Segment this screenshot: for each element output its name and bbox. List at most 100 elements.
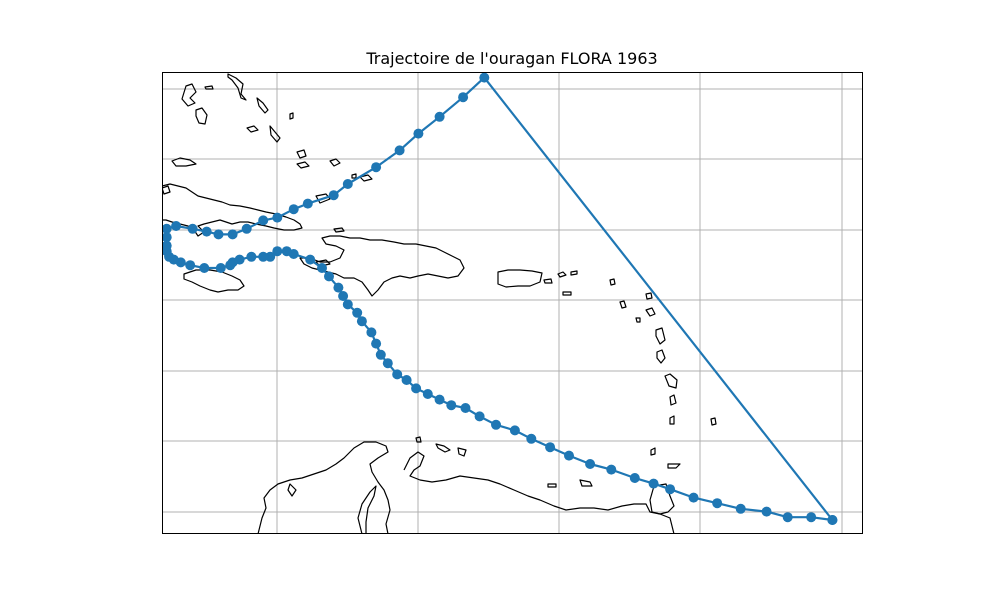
track-point — [712, 498, 723, 509]
track-point — [371, 338, 382, 349]
coastline-bahamas-north — [204, 85, 214, 90]
track-point — [446, 400, 457, 411]
graticule — [162, 72, 863, 534]
coastline-turks — [359, 174, 373, 182]
track-point — [366, 327, 377, 338]
track-point — [526, 433, 537, 444]
track-point — [162, 240, 172, 251]
coastline-acklins — [296, 149, 307, 159]
coastline-grenadines — [669, 415, 675, 425]
track-point — [352, 307, 363, 318]
coastline-small-cay — [289, 112, 294, 120]
track-point — [761, 506, 772, 517]
track-point — [225, 260, 236, 271]
track-point — [411, 383, 422, 394]
coastline-cuba-north — [171, 157, 197, 167]
track-point — [265, 251, 276, 262]
coastline-puerto-rico — [497, 269, 543, 288]
map-frame — [162, 72, 863, 534]
track-point — [665, 484, 676, 495]
track-point — [185, 260, 196, 271]
track-point — [272, 246, 283, 257]
track-point — [302, 198, 313, 209]
coastline-lake-maracaibo — [357, 485, 377, 534]
coastline-st-vincent — [669, 394, 677, 406]
track-points — [162, 72, 838, 525]
track-point — [585, 459, 596, 469]
coastline-antigua — [645, 292, 653, 300]
track-point — [342, 299, 353, 310]
coastline-st-kitts — [609, 278, 616, 286]
track-point — [333, 282, 344, 293]
coastline-margarita-east — [579, 479, 593, 487]
coastline-barbados — [710, 417, 717, 426]
coastline-anguilla — [570, 270, 578, 276]
track-point — [509, 425, 520, 436]
coastline-long-island — [269, 125, 281, 143]
track-point — [187, 223, 198, 234]
track-point — [629, 473, 640, 483]
track-point — [162, 232, 172, 243]
coastline-curacao — [435, 443, 451, 453]
track-point — [474, 411, 485, 422]
coastline-cat-island — [256, 97, 269, 114]
track-point — [258, 251, 269, 262]
track-point — [281, 246, 292, 257]
track-point — [288, 204, 299, 215]
track-point — [272, 212, 283, 223]
coastline-caicos — [329, 158, 341, 167]
track-point — [688, 492, 699, 503]
coastline-aruba — [415, 436, 422, 443]
track-point — [342, 179, 353, 189]
coastline-grenada — [650, 447, 656, 456]
track-point — [827, 515, 838, 525]
coastline-south-america — [257, 441, 391, 534]
track-point — [201, 226, 212, 237]
track-point — [422, 389, 433, 399]
coastline-tobago — [667, 463, 681, 469]
coastline-tortuga — [333, 227, 345, 233]
track-point — [213, 229, 224, 240]
track-point — [806, 512, 817, 523]
track-point — [241, 223, 252, 234]
coastline-guajira — [287, 483, 297, 497]
track-point — [317, 263, 327, 273]
track-point — [356, 316, 367, 327]
track-point — [413, 128, 424, 139]
track-point — [460, 403, 471, 413]
track-point — [491, 419, 501, 430]
track-point — [382, 358, 393, 369]
coastline-st-croix — [562, 291, 572, 296]
track-line — [165, 76, 834, 522]
coastline-martinique — [656, 349, 666, 364]
track-point — [648, 478, 659, 489]
coastline-exuma — [246, 125, 259, 133]
map-title: Trajectoire de l'ouragan FLORA 1963 — [365, 49, 657, 68]
coastline-bonaire — [457, 447, 467, 457]
track-point — [479, 72, 490, 83]
track-point — [258, 215, 269, 226]
track-point — [371, 162, 382, 173]
track-point — [782, 512, 793, 523]
track-point — [328, 190, 339, 201]
track-point — [564, 450, 574, 461]
coastline-eleuthera — [227, 73, 247, 101]
track-point — [171, 221, 182, 231]
coastlines — [162, 73, 717, 534]
hurricane-track — [162, 72, 838, 525]
coastline-guadeloupe — [645, 307, 656, 317]
coastline-st-lucia — [664, 373, 678, 389]
coastline-jamaica — [183, 269, 245, 293]
track-point — [227, 229, 238, 240]
coastline-cay — [351, 173, 357, 179]
track-point — [545, 442, 556, 453]
coastline-virgin-islands — [557, 271, 567, 278]
track-point — [324, 271, 334, 282]
track-point — [434, 394, 445, 405]
coastline-marie-galante — [635, 317, 641, 323]
track-point — [392, 369, 403, 380]
track-point — [215, 263, 226, 273]
coastline-andros-south — [195, 107, 208, 125]
track-point — [375, 349, 386, 360]
